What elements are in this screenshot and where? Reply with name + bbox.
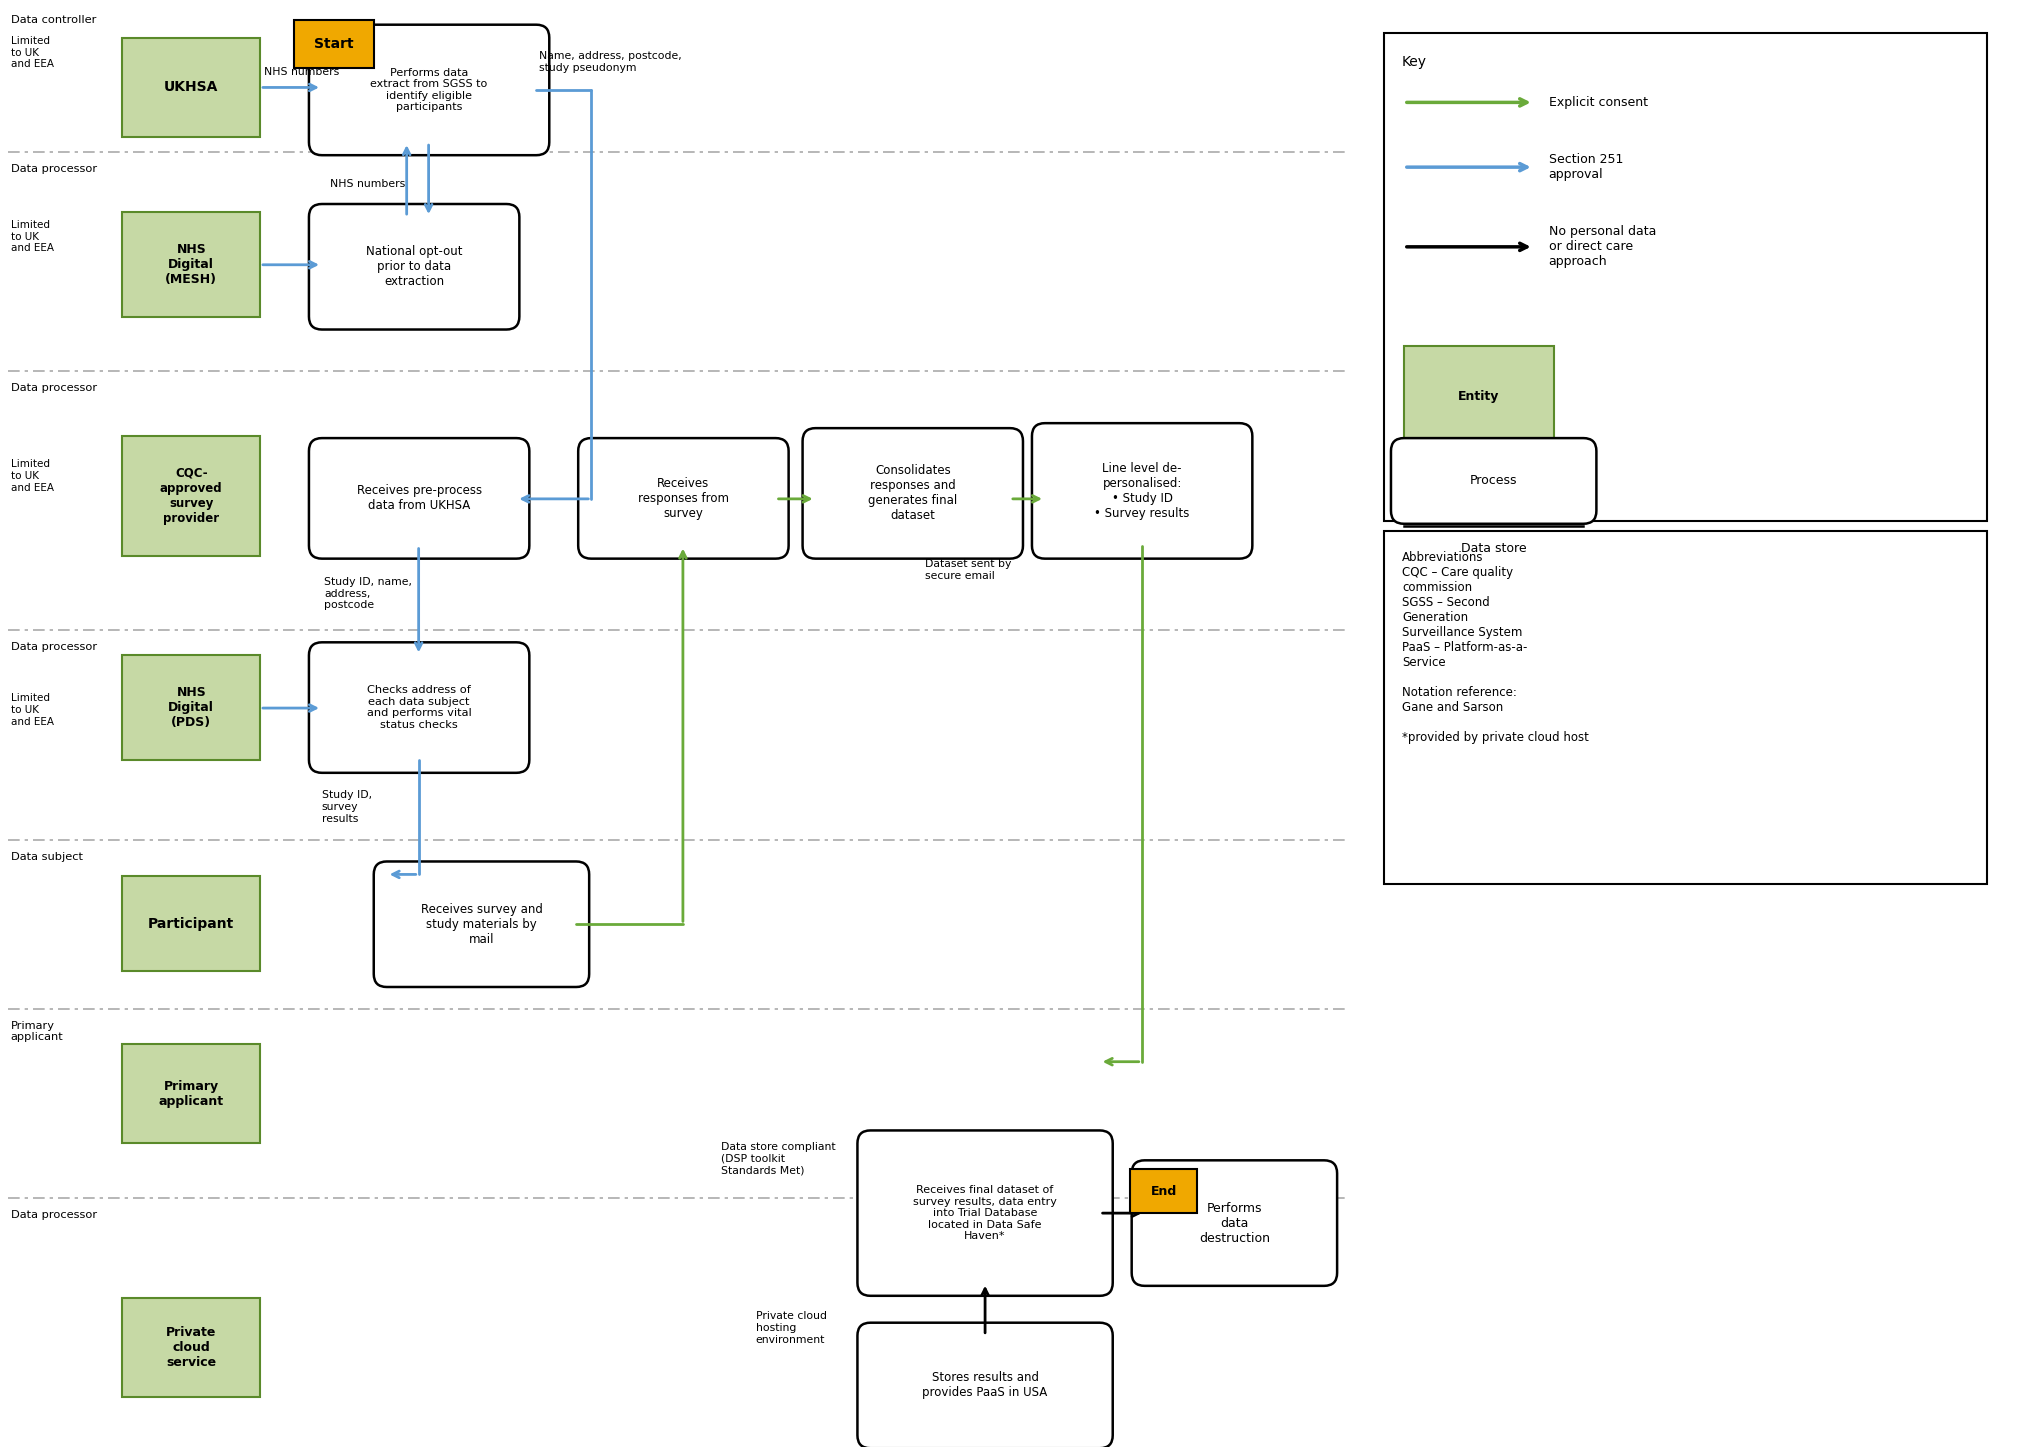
Text: Private
cloud
service: Private cloud service (166, 1327, 217, 1369)
Text: Data store compliant
(DSP toolkit
Standards Met): Data store compliant (DSP toolkit Standa… (720, 1143, 836, 1176)
Text: Section 251
approval: Section 251 approval (1549, 154, 1622, 181)
Text: End: End (1150, 1185, 1176, 1198)
FancyBboxPatch shape (858, 1322, 1113, 1449)
Text: Name, address, postcode,
study pseudonym: Name, address, postcode, study pseudonym (539, 51, 681, 72)
FancyBboxPatch shape (122, 876, 260, 972)
FancyBboxPatch shape (1383, 33, 1987, 521)
FancyBboxPatch shape (308, 438, 529, 558)
Text: NHS
Digital
(PDS): NHS Digital (PDS) (168, 686, 215, 729)
Text: Receives pre-process
data from UKHSA: Receives pre-process data from UKHSA (357, 484, 483, 512)
FancyBboxPatch shape (858, 1131, 1113, 1296)
Text: Abbreviations
CQC – Care quality
commission
SGSS – Second
Generation
Surveillanc: Abbreviations CQC – Care quality commiss… (1401, 551, 1588, 744)
FancyBboxPatch shape (122, 655, 260, 760)
Text: Checks address of
each data subject
and performs vital
status checks: Checks address of each data subject and … (367, 686, 470, 729)
FancyBboxPatch shape (122, 1298, 260, 1398)
Text: Receives
responses from
survey: Receives responses from survey (639, 477, 728, 521)
Text: NHS
Digital
(MESH): NHS Digital (MESH) (164, 242, 217, 286)
FancyBboxPatch shape (122, 212, 260, 316)
Text: No personal data
or direct care
approach: No personal data or direct care approach (1549, 225, 1657, 268)
FancyBboxPatch shape (578, 438, 789, 558)
Text: Stores results and
provides PaaS in USA: Stores results and provides PaaS in USA (923, 1372, 1048, 1399)
FancyBboxPatch shape (308, 25, 550, 155)
Text: Receives final dataset of
survey results, data entry
into Trial Database
located: Receives final dataset of survey results… (913, 1185, 1057, 1241)
Text: NHS numbers: NHS numbers (331, 178, 406, 188)
Text: Data processor: Data processor (10, 642, 97, 652)
FancyBboxPatch shape (122, 38, 260, 138)
FancyBboxPatch shape (1383, 531, 1987, 884)
Text: Start: Start (314, 36, 353, 51)
FancyBboxPatch shape (1032, 423, 1253, 558)
FancyBboxPatch shape (373, 861, 590, 987)
Text: Data processor: Data processor (10, 1211, 97, 1219)
Text: Data store: Data store (1460, 542, 1527, 555)
Text: National opt-out
prior to data
extraction: National opt-out prior to data extractio… (365, 245, 462, 289)
FancyBboxPatch shape (1130, 1169, 1197, 1214)
Text: Process: Process (1470, 474, 1517, 487)
FancyBboxPatch shape (294, 20, 373, 68)
FancyBboxPatch shape (1391, 438, 1596, 523)
Text: Study ID, name,
address,
postcode: Study ID, name, address, postcode (324, 577, 412, 610)
Text: Consolidates
responses and
generates final
dataset: Consolidates responses and generates fin… (868, 464, 957, 522)
FancyBboxPatch shape (803, 428, 1022, 558)
Text: Line level de-
personalised:
• Study ID
• Survey results: Line level de- personalised: • Study ID … (1095, 463, 1190, 521)
Text: Key: Key (1401, 55, 1428, 68)
Text: Limited
to UK
and EEA: Limited to UK and EEA (10, 220, 55, 254)
Text: Primary
applicant: Primary applicant (158, 1080, 223, 1108)
FancyBboxPatch shape (308, 642, 529, 773)
Text: Receives survey and
study materials by
mail: Receives survey and study materials by m… (420, 903, 541, 945)
Text: UKHSA: UKHSA (164, 80, 219, 94)
Text: Data processor: Data processor (10, 383, 97, 393)
Text: Entity: Entity (1458, 390, 1499, 403)
Text: Primary
applicant: Primary applicant (10, 1021, 63, 1043)
FancyBboxPatch shape (1403, 347, 1553, 447)
Text: Study ID,
survey
results: Study ID, survey results (322, 790, 371, 824)
FancyBboxPatch shape (1132, 1160, 1336, 1286)
Text: Participant: Participant (148, 916, 235, 931)
Text: Data controller: Data controller (10, 14, 95, 25)
Text: Data subject: Data subject (10, 851, 83, 861)
FancyBboxPatch shape (122, 1044, 260, 1144)
FancyBboxPatch shape (308, 204, 519, 329)
Text: Explicit consent: Explicit consent (1549, 96, 1647, 109)
Text: Performs
data
destruction: Performs data destruction (1199, 1202, 1270, 1244)
Text: NHS numbers: NHS numbers (264, 68, 339, 77)
Text: CQC-
approved
survey
provider: CQC- approved survey provider (160, 467, 223, 525)
Text: Dataset sent by
secure email: Dataset sent by secure email (925, 558, 1012, 580)
Text: Limited
to UK
and EEA: Limited to UK and EEA (10, 693, 55, 726)
FancyBboxPatch shape (122, 436, 260, 555)
Text: Private cloud
hosting
environment: Private cloud hosting environment (756, 1311, 827, 1344)
Text: Performs data
extract from SGSS to
identify eligible
participants: Performs data extract from SGSS to ident… (371, 68, 487, 112)
Text: Data processor: Data processor (10, 164, 97, 174)
Text: Limited
to UK
and EEA: Limited to UK and EEA (10, 460, 55, 493)
Text: Limited
to UK
and EEA: Limited to UK and EEA (10, 36, 55, 70)
